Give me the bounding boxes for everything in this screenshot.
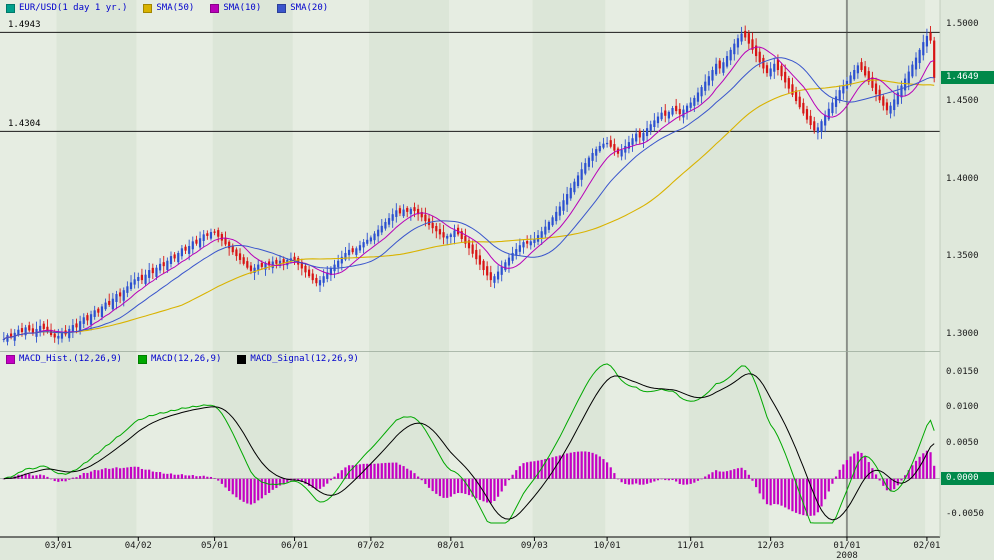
macd-signal-line	[3, 373, 935, 521]
x-axis-label: 08/01	[437, 541, 465, 551]
x-axis-year-label: 2008	[836, 551, 858, 560]
sma10-swatch-icon	[210, 3, 220, 13]
legend-item-macd-signal[interactable]: MACD_Signal(12,26,9)	[237, 354, 359, 364]
current-price-flag: 1.4649	[941, 70, 994, 84]
macd-hist-swatch-icon	[6, 354, 15, 364]
legend-item-eurusd[interactable]: EUR/USD(1 day 1 yr.)	[6, 3, 127, 13]
sma20-line	[3, 57, 935, 340]
macd-hist-label: MACD_Hist.(12,26,9)	[19, 354, 122, 364]
x-axis-label: 11/01	[677, 541, 705, 551]
macd-axis-label: 0.0050	[946, 438, 979, 448]
x-axis-label: 12/03	[757, 541, 785, 551]
x-axis-label: 04/02	[124, 541, 152, 551]
macd-label: MACD(12,26,9)	[150, 354, 222, 364]
legend-item-sma10[interactable]: SMA(10)	[210, 3, 261, 13]
sma20-label: SMA(20)	[290, 3, 329, 13]
price-axis-label: 1.5000	[946, 18, 979, 29]
x-axis-label: 03/01	[44, 541, 72, 551]
macd-axis-label: -0.0050	[946, 509, 984, 520]
eurusd-series-swatch-icon	[6, 3, 15, 13]
macd-signal-label: MACD_Signal(12,26,9)	[250, 354, 359, 364]
x-axis	[0, 0, 941, 541]
price-axis-label: 1.4000	[946, 173, 979, 184]
price-annotation-lines	[0, 31, 940, 132]
sma10-line	[3, 46, 935, 340]
macd-swatch-icon	[137, 354, 147, 364]
sma50-swatch-icon	[143, 3, 153, 13]
price-axis-label: 1.4500	[946, 96, 979, 107]
support-price-annotation-label: 1.4304	[8, 119, 41, 130]
macd-line	[3, 363, 935, 524]
macd-zero-flag: 0.0000	[941, 471, 994, 485]
legend-item-macd-hist[interactable]: MACD_Hist.(12,26,9)	[6, 354, 122, 364]
main-chart-legend: EUR/USD(1 day 1 yr.) SMA(50) SMA(10) SMA…	[6, 3, 328, 13]
high-price-annotation-label: 1.4943	[8, 20, 41, 31]
sma50-label: SMA(50)	[156, 3, 195, 13]
sma10-label: SMA(10)	[223, 3, 262, 13]
x-axis-label: 02/01	[913, 541, 941, 551]
x-axis-label: 05/01	[201, 541, 229, 551]
candlestick-layer	[2, 25, 936, 346]
x-axis-label: 01/01 2008	[833, 541, 861, 560]
macd-signal-swatch-icon	[237, 354, 247, 364]
legend-item-sma20[interactable]: SMA(20)	[277, 3, 328, 13]
x-axis-label: 10/01	[593, 541, 621, 551]
x-axis-label: 09/03	[520, 541, 548, 551]
eurusd-series-label: EUR/USD(1 day 1 yr.)	[19, 3, 128, 13]
x-axis-label: 06/01	[281, 541, 309, 551]
sma20-swatch-icon	[277, 3, 287, 13]
price-axis-label: 1.3500	[946, 251, 979, 262]
legend-item-macd[interactable]: MACD(12,26,9)	[137, 354, 222, 364]
legend-item-sma50[interactable]: SMA(50)	[143, 3, 194, 13]
macd-axis-label: 0.0100	[946, 402, 979, 413]
macd-panel-legend: MACD_Hist.(12,26,9) MACD(12,26,9) MACD_S…	[6, 354, 359, 364]
price-axis-label: 1.3000	[946, 328, 979, 339]
macd-axis-label: 0.0150	[946, 366, 979, 377]
x-axis-label: 07/02	[357, 541, 385, 551]
sma50-line	[3, 79, 935, 340]
